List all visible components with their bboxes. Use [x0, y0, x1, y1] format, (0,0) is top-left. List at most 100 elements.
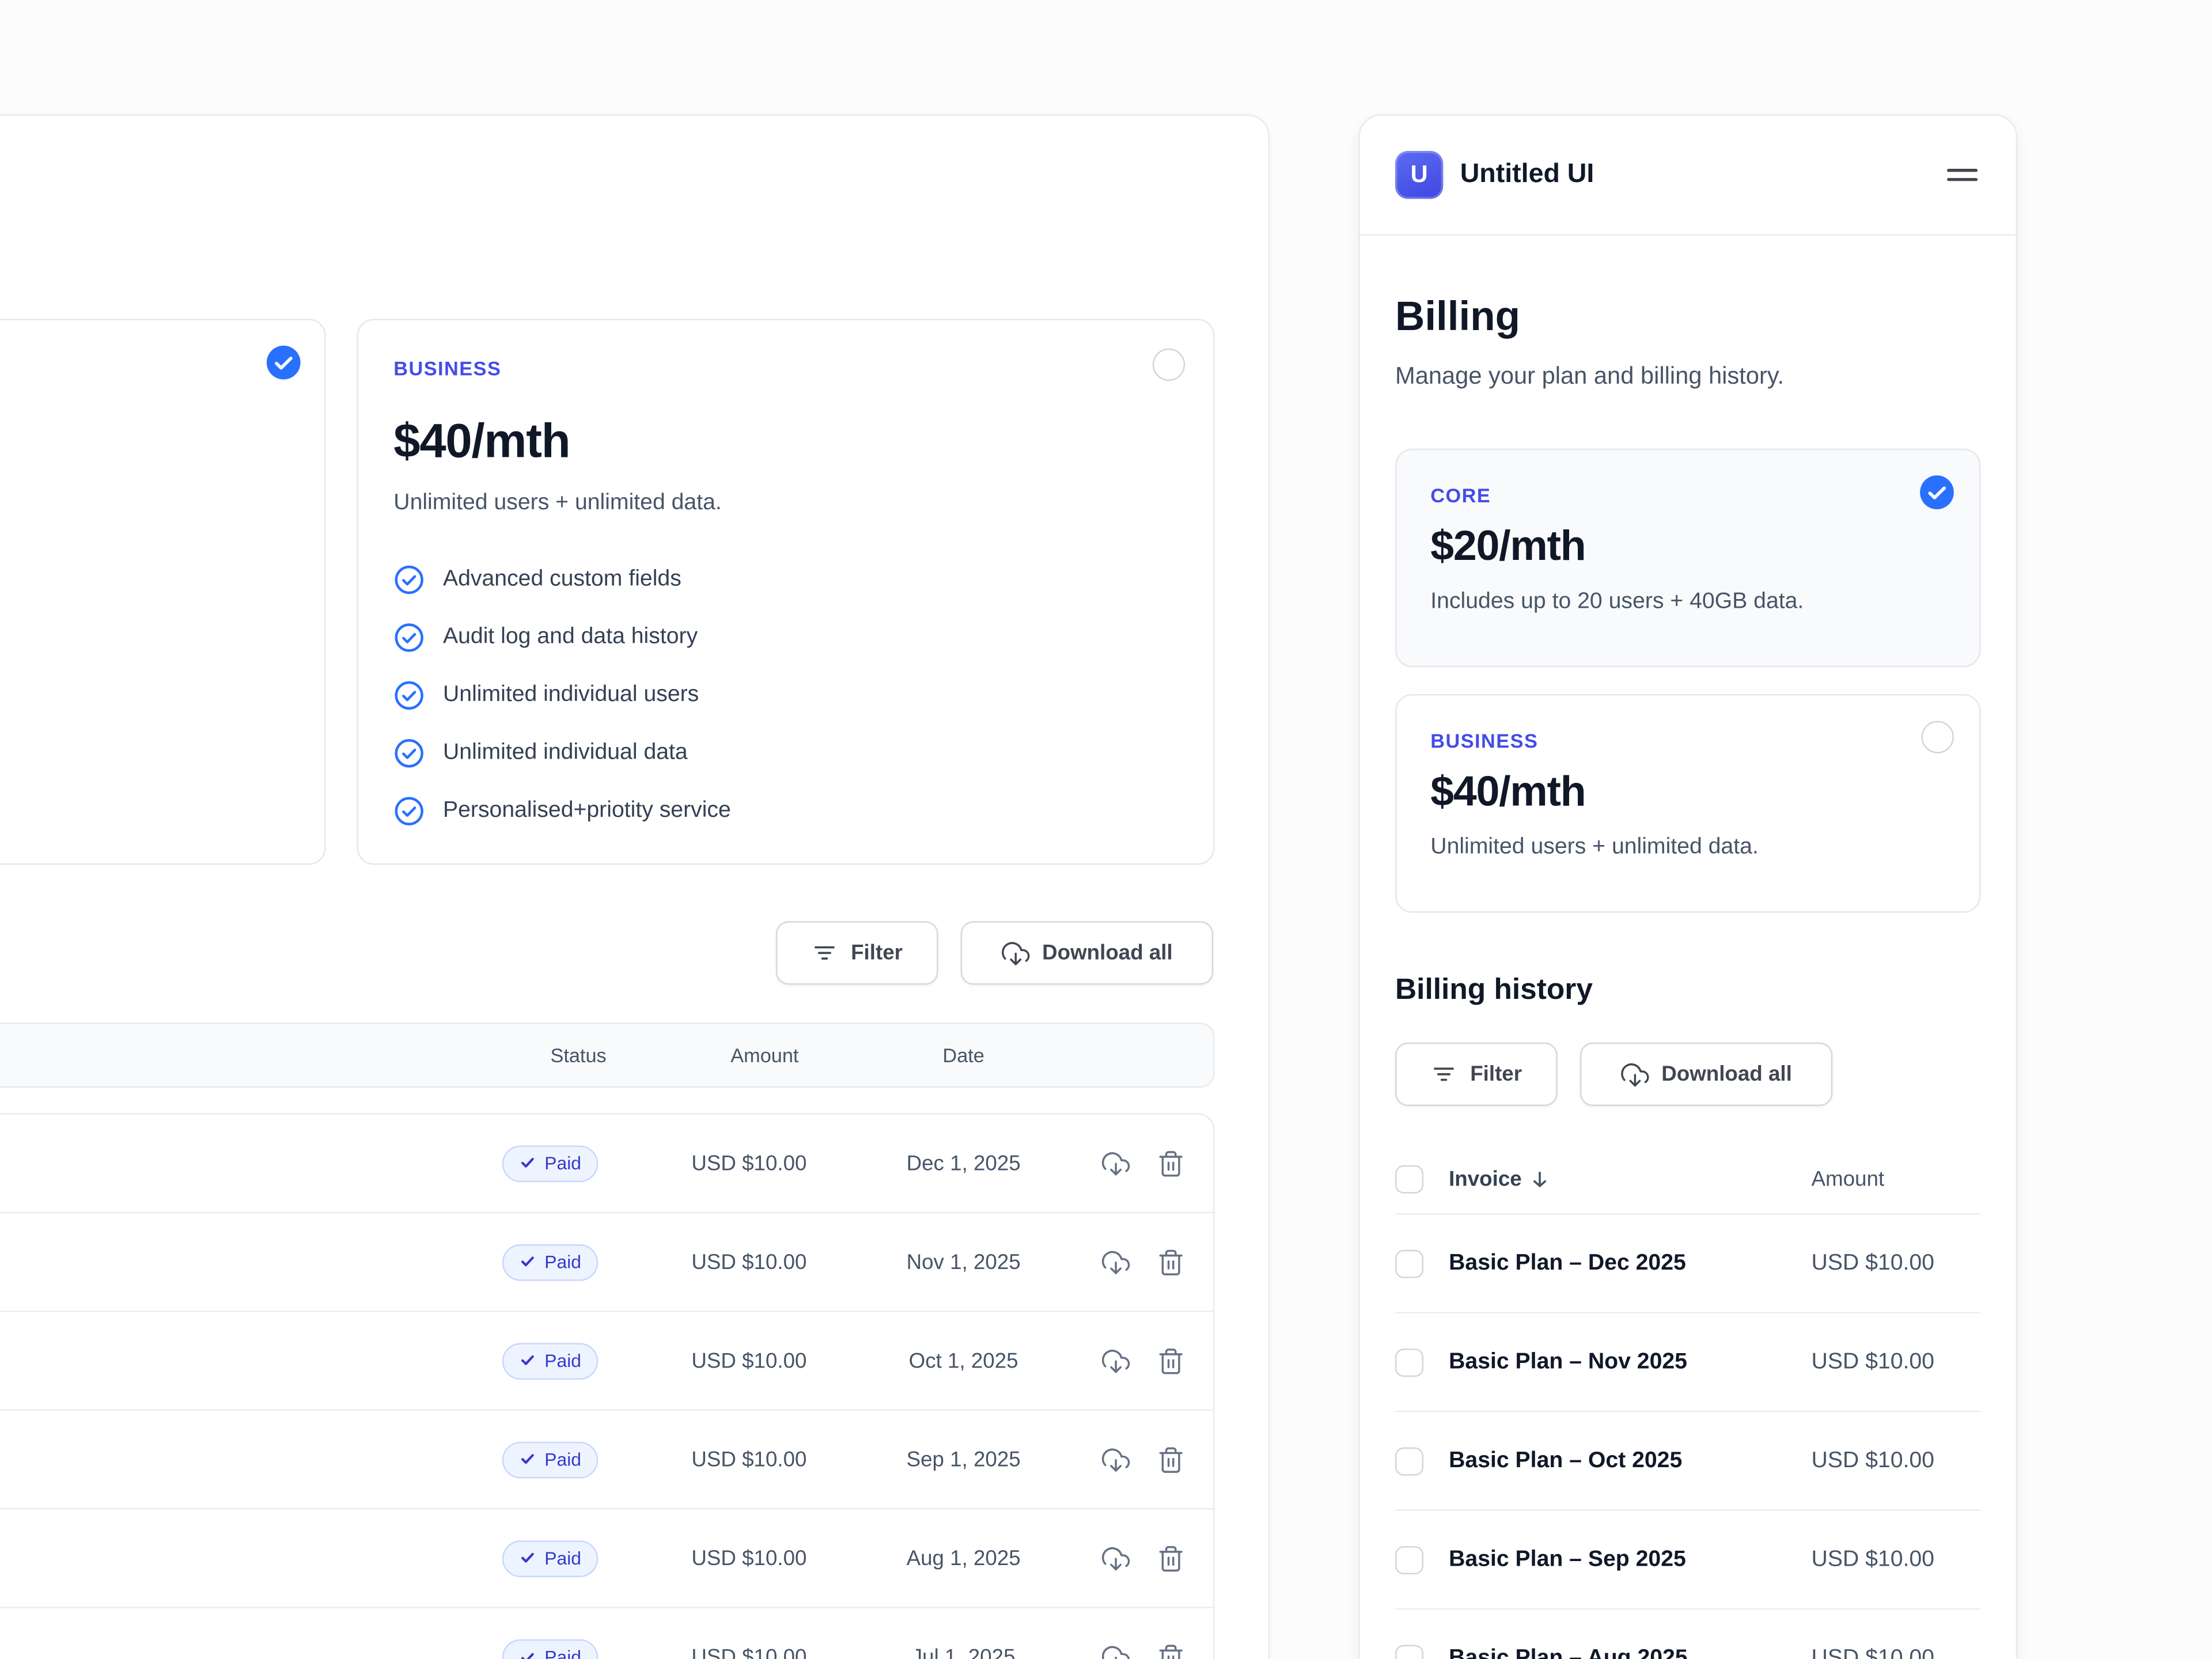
- delete-invoice-icon[interactable]: [1157, 1445, 1185, 1474]
- status-badge: Paid: [502, 1145, 599, 1182]
- amount-cell: USD $10.00: [691, 1645, 807, 1659]
- amount-cell: USD $10.00: [691, 1546, 807, 1570]
- plan-description: Unlimited users + unlimited data.: [393, 491, 722, 515]
- page-subtitle: Manage your plan and billing history.: [1395, 362, 1785, 389]
- table-row: Paid USD $10.00 Aug 1, 2025: [0, 1509, 1214, 1608]
- filter-button[interactable]: Filter: [775, 921, 938, 985]
- menu-icon[interactable]: [1944, 157, 1981, 194]
- check-circle-icon: [393, 737, 425, 768]
- check-icon: [521, 1355, 534, 1365]
- invoice-cell: Basic Plan – Aug 2025: [1449, 1645, 1688, 1659]
- plan-price: $40/mth: [1430, 768, 1586, 816]
- check-icon: [521, 1454, 534, 1464]
- check-icon: [521, 1256, 534, 1267]
- table-row: Paid USD $10.00 Nov 1, 2025: [0, 1213, 1214, 1312]
- download-all-button-label: Download all: [1661, 1062, 1792, 1086]
- plan-price: $40/mth: [393, 415, 570, 469]
- check-circle-icon: [393, 679, 425, 710]
- delete-invoice-icon[interactable]: [1157, 1347, 1185, 1375]
- row-checkbox[interactable]: [1395, 1348, 1424, 1376]
- download-all-button-label: Download all: [1042, 941, 1173, 965]
- plan-card-selected-partial[interactable]: [0, 319, 326, 865]
- table-row: Basic Plan – Sep 2025 USD $10.00: [1395, 1511, 1981, 1610]
- select-all-checkbox[interactable]: [1395, 1165, 1424, 1194]
- plan-card-business[interactable]: BUSINESS $40/mth Unlimited users + unlim…: [1395, 694, 1981, 913]
- table-row: Paid USD $10.00 Jul 1, 2025: [0, 1608, 1213, 1659]
- feature-label: Audit log and data history: [442, 624, 698, 649]
- status-badge: Paid: [502, 1540, 599, 1577]
- filter-button[interactable]: Filter: [1395, 1042, 1558, 1107]
- plan-selected-check-icon[interactable]: [1920, 475, 1954, 510]
- table-row: Paid USD $10.00 Oct 1, 2025: [0, 1312, 1214, 1411]
- download-invoice-icon[interactable]: [1101, 1445, 1130, 1474]
- download-all-button[interactable]: Download all: [1580, 1042, 1833, 1107]
- check-circle-icon: [393, 622, 425, 653]
- column-header-invoice-sort[interactable]: Invoice: [1449, 1168, 1550, 1191]
- invoice-cell: Basic Plan – Nov 2025: [1449, 1349, 1687, 1374]
- check-icon: [521, 1552, 534, 1563]
- download-invoice-icon[interactable]: [1101, 1149, 1130, 1177]
- feature-label: Personalised+priotity service: [442, 797, 731, 822]
- feature-label: Unlimited individual data: [442, 740, 688, 764]
- row-checkbox[interactable]: [1395, 1249, 1424, 1278]
- column-header-amount: Amount: [1811, 1167, 1885, 1192]
- feature-label: Unlimited individual users: [442, 682, 699, 706]
- status-badge: Paid: [502, 1342, 599, 1379]
- row-checkbox[interactable]: [1395, 1446, 1424, 1475]
- invoice-cell: Basic Plan – Sep 2025: [1449, 1547, 1686, 1571]
- date-cell: Jul 1, 2025: [911, 1645, 1016, 1659]
- brand-name: Untitled UI: [1460, 159, 1594, 190]
- cloud-download-icon: [1620, 1060, 1649, 1088]
- check-circle-icon: [393, 563, 425, 594]
- invoice-cell: Basic Plan – Dec 2025: [1449, 1251, 1686, 1275]
- amount-cell: USD $10.00: [1811, 1251, 1934, 1275]
- status-badge: Paid: [502, 1441, 599, 1478]
- download-invoice-icon[interactable]: [1101, 1544, 1130, 1572]
- plan-card-core[interactable]: CORE $20/mth Includes up to 20 users + 4…: [1395, 448, 1981, 668]
- date-cell: Nov 1, 2025: [906, 1249, 1021, 1274]
- download-invoice-icon[interactable]: [1101, 1248, 1130, 1276]
- plan-radio-unselected[interactable]: [1921, 721, 1954, 753]
- date-cell: Dec 1, 2025: [906, 1151, 1021, 1176]
- delete-invoice-icon[interactable]: [1157, 1248, 1185, 1276]
- plan-card-business[interactable]: BUSINESS $40/mth Unlimited users + unlim…: [357, 319, 1215, 865]
- amount-cell: USD $10.00: [1811, 1448, 1934, 1472]
- table-row: Paid USD $10.00 Dec 1, 2025: [0, 1115, 1214, 1214]
- arrow-down-icon: [1533, 1172, 1546, 1187]
- row-checkbox[interactable]: [1395, 1545, 1424, 1574]
- feature-item: Personalised+priotity service: [393, 782, 1178, 839]
- plan-price: $20/mth: [1430, 523, 1586, 570]
- plan-radio-unselected[interactable]: [1152, 348, 1185, 381]
- invoice-table-header: Status Amount Date: [0, 1022, 1215, 1088]
- table-row: Paid USD $10.00 Sep 1, 2025: [0, 1411, 1214, 1510]
- amount-cell: USD $10.00: [1811, 1547, 1934, 1571]
- download-invoice-icon[interactable]: [1101, 1643, 1130, 1659]
- row-checkbox[interactable]: [1395, 1644, 1424, 1659]
- plan-label: BUSINESS: [1430, 729, 1539, 752]
- delete-invoice-icon[interactable]: [1157, 1149, 1185, 1177]
- check-circle-icon: [393, 795, 425, 826]
- status-badge: Paid: [502, 1243, 599, 1281]
- download-all-button[interactable]: Download all: [960, 921, 1214, 985]
- plan-selected-check-icon[interactable]: [266, 346, 301, 380]
- download-invoice-icon[interactable]: [1101, 1347, 1130, 1375]
- table-row: Basic Plan – Aug 2025 USD $10.00: [1395, 1609, 1980, 1659]
- plan-label: CORE: [1430, 484, 1491, 507]
- invoice-table-body: Basic Plan – Dec 2025 USD $10.00 Basic P…: [1395, 1215, 1981, 1659]
- delete-invoice-icon[interactable]: [1157, 1544, 1185, 1572]
- column-header-status: Status: [550, 1044, 607, 1067]
- plan-feature-list: Advanced custom fields Audit log and dat…: [393, 550, 1178, 839]
- untitled-ui-logo-icon: U: [1395, 151, 1444, 199]
- check-icon: [521, 1158, 534, 1168]
- feature-item: Unlimited individual data: [393, 724, 1178, 781]
- feature-label: Advanced custom fields: [442, 566, 681, 590]
- feature-item: Unlimited individual users: [393, 666, 1178, 724]
- table-row: Basic Plan – Nov 2025 USD $10.00: [1395, 1313, 1981, 1412]
- mobile-billing-panel: U Untitled UI Billing Manage your plan a…: [1358, 114, 2018, 1659]
- amount-cell: USD $10.00: [691, 1249, 807, 1274]
- mobile-header: U Untitled UI: [1359, 116, 2016, 236]
- billing-history-title: Billing history: [1395, 973, 1593, 1006]
- check-icon: [521, 1652, 534, 1659]
- table-row: Basic Plan – Dec 2025 USD $10.00: [1395, 1215, 1981, 1314]
- delete-invoice-icon[interactable]: [1157, 1643, 1185, 1659]
